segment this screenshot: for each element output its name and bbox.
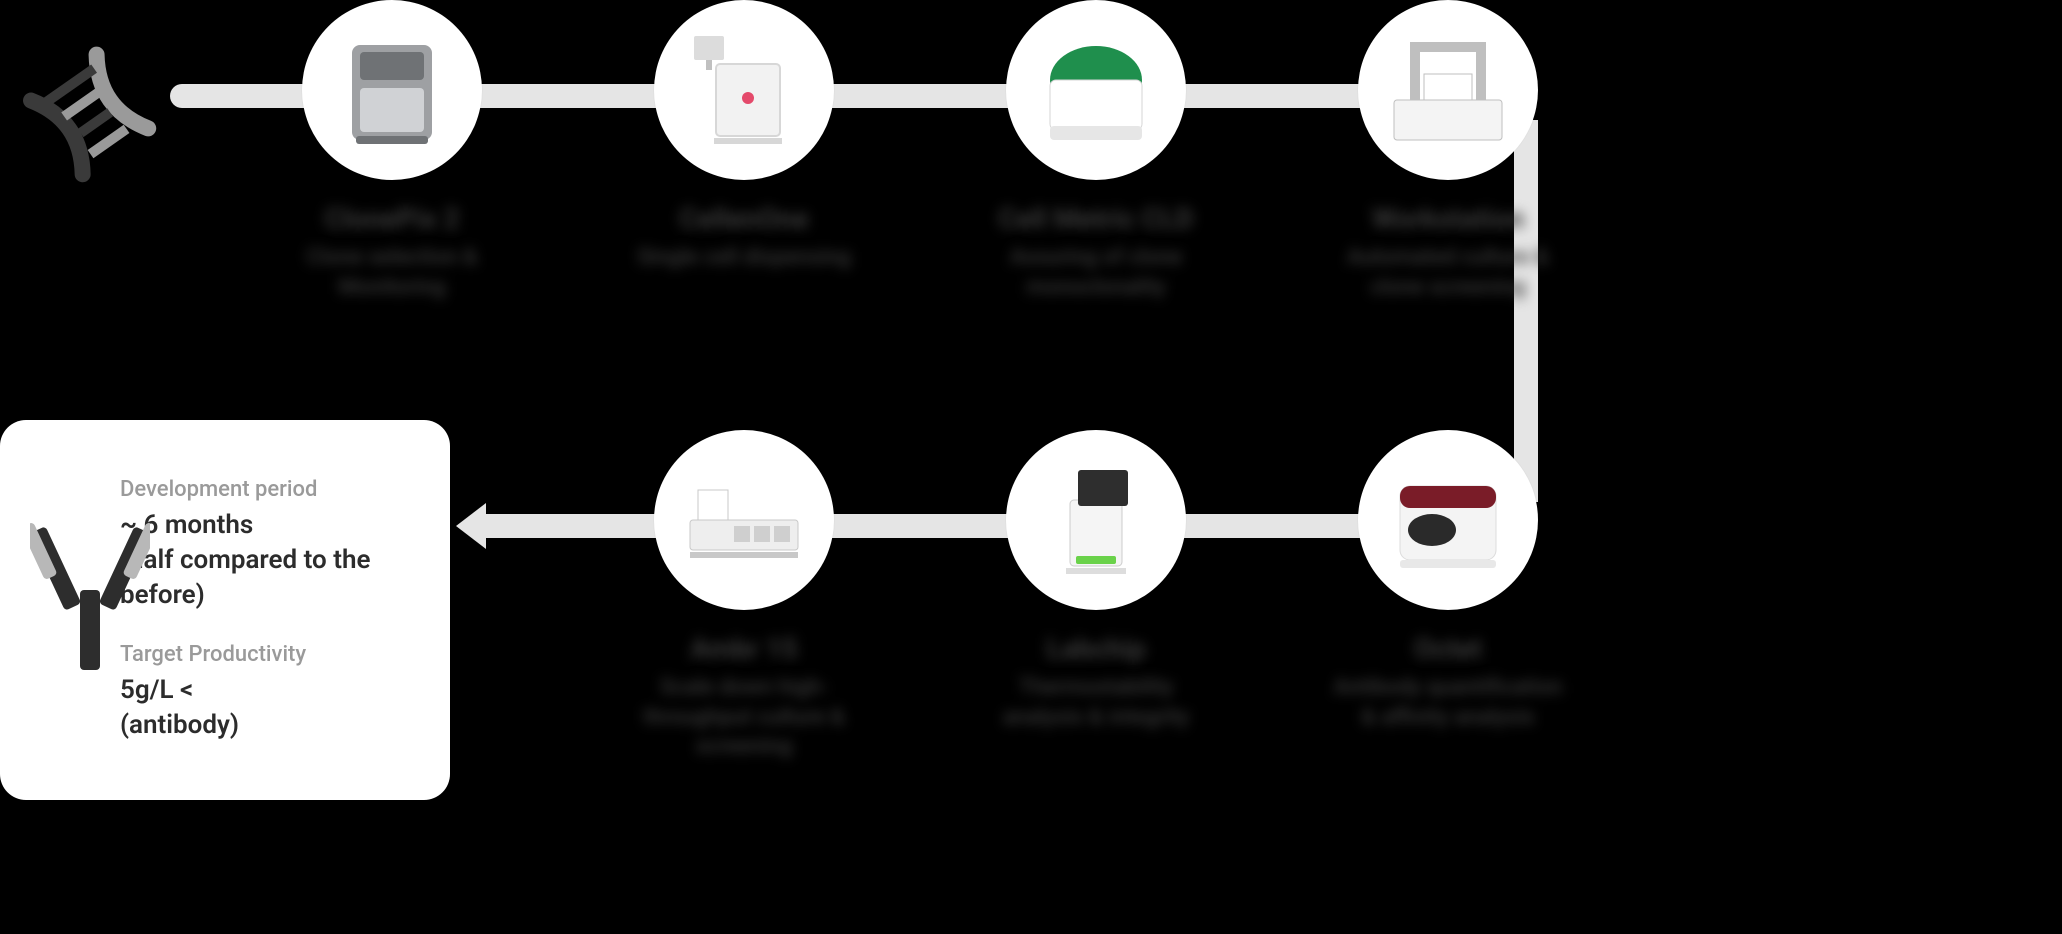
target-label: Target Productivity — [120, 642, 422, 667]
station-title: ClonePix 2 — [272, 202, 512, 235]
instrument-circle — [1006, 0, 1186, 180]
station-title: Workstation — [1328, 202, 1568, 235]
station-title: Octet — [1328, 632, 1568, 665]
station-subtitle: Thermostability analysis & integrity — [976, 673, 1216, 732]
station-title: Labchip — [976, 632, 1216, 665]
station-labchip: Labchip Thermostability analysis & integ… — [976, 430, 1216, 732]
station-subtitle: Assuring of clone monoclonality — [976, 243, 1216, 302]
workflow-diagram: ClonePix 2 Clone selection & Monitoring … — [0, 0, 2062, 934]
station-subtitle: Single cell dispensing — [624, 243, 864, 273]
dev-period-value: ~ 6 months(half compared to the before) — [120, 508, 422, 613]
instrument-circle — [1358, 0, 1538, 180]
dna-icon — [6, 18, 206, 188]
station-subtitle: Clone selection & Monitoring — [272, 243, 512, 302]
station-octet: Octet Antibody quantification & affinity… — [1328, 430, 1568, 732]
station-title: Ambr 15 — [624, 632, 864, 665]
antibody-icon — [30, 520, 150, 680]
station-subtitle: Scale down high-throughput culture & scr… — [624, 673, 864, 762]
instrument-circle — [1358, 430, 1538, 610]
dev-period-label: Development period — [120, 477, 422, 502]
target-productivity-block: Target Productivity 5g/L <(antibody) — [120, 642, 422, 743]
dev-period-block: Development period ~ 6 months(half compa… — [120, 477, 422, 613]
station-cellenone: CellenOne Single cell dispensing — [624, 0, 864, 273]
station-subtitle: Automated culture & clone screening — [1328, 243, 1568, 302]
station-ambr: Ambr 15 Scale down high-throughput cultu… — [624, 430, 864, 762]
instrument-circle — [302, 0, 482, 180]
station-workcell: Workstation Automated culture & clone sc… — [1328, 0, 1568, 302]
station-clonepix: ClonePix 2 Clone selection & Monitoring — [272, 0, 512, 302]
station-cellmetric: Cell Metric CLD Assuring of clone monocl… — [976, 0, 1216, 302]
station-title: CellenOne — [624, 202, 864, 235]
station-subtitle: Antibody quantification & affinity analy… — [1328, 673, 1568, 732]
instrument-circle — [1006, 430, 1186, 610]
connector-arrowhead — [456, 503, 486, 549]
target-value: 5g/L <(antibody) — [120, 673, 422, 743]
instrument-circle — [654, 0, 834, 180]
station-title: Cell Metric CLD — [976, 202, 1216, 235]
instrument-circle — [654, 430, 834, 610]
